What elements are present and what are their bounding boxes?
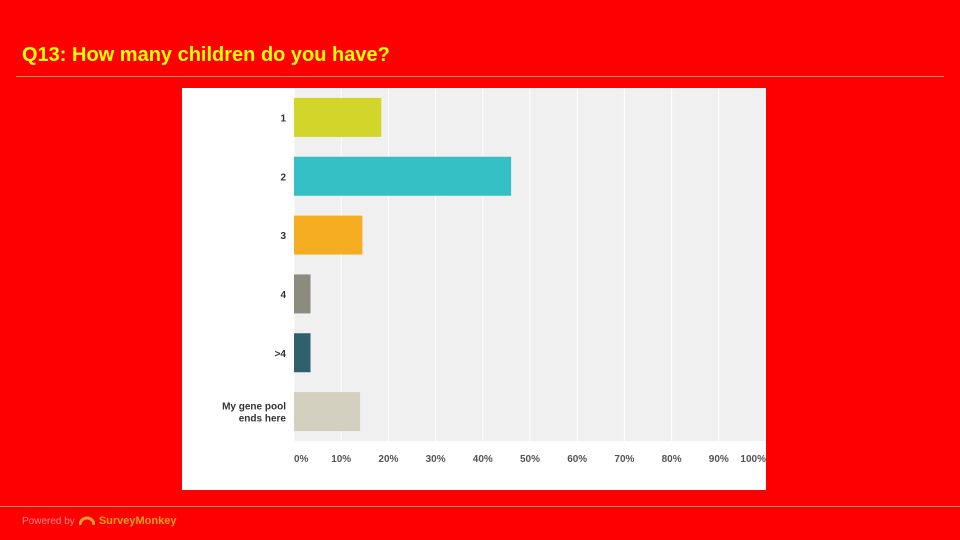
x-tick-label: 90% xyxy=(709,454,729,465)
x-tick-label: 100% xyxy=(740,454,766,465)
bars xyxy=(294,97,512,432)
x-tick-label: 10% xyxy=(331,454,351,465)
chart-panel: 1 2 3 4 >4 My gene pool ends here 0% 10% 20% 30% 4… xyxy=(182,88,767,490)
x-tick-label: 80% xyxy=(662,454,682,465)
category-label: 4 xyxy=(280,290,286,301)
category-label: 1 xyxy=(280,113,286,124)
footer: Powered by SurveyMonkey xyxy=(22,515,176,527)
bar xyxy=(294,274,311,314)
title-divider xyxy=(16,76,944,77)
x-tick-label: 60% xyxy=(567,454,587,465)
surveymonkey-brand: SurveyMonkey xyxy=(98,515,177,527)
x-tick-label: 50% xyxy=(520,454,540,465)
x-tick-labels: 0% 10% 20% 30% 40% 50% 60% 70% 80% 90% 100% xyxy=(294,454,766,465)
x-tick-label: 70% xyxy=(614,454,634,465)
slide-title: Q13: How many children do you have? xyxy=(22,44,390,66)
x-tick-label: 30% xyxy=(426,454,446,465)
x-tick-label: 0% xyxy=(294,454,309,465)
category-labels: 1 2 3 4 >4 My gene pool ends here xyxy=(222,113,286,424)
bar-chart: 1 2 3 4 >4 My gene pool ends here 0% 10% 20% 30% 4… xyxy=(222,88,767,465)
category-label: My gene pool ends here xyxy=(222,402,286,425)
bar xyxy=(294,156,512,196)
x-tick-label: 20% xyxy=(378,454,398,465)
x-tick-label: 40% xyxy=(473,454,493,465)
bar xyxy=(294,333,311,373)
category-label: 3 xyxy=(280,231,286,242)
bar xyxy=(294,392,361,432)
surveymonkey-logo-icon xyxy=(78,516,95,526)
bar xyxy=(294,97,382,137)
category-label: 2 xyxy=(280,172,286,183)
powered-by-text: Powered by xyxy=(22,515,75,527)
category-label: >4 xyxy=(275,349,287,360)
bar xyxy=(294,215,363,255)
footer-divider xyxy=(0,506,960,507)
